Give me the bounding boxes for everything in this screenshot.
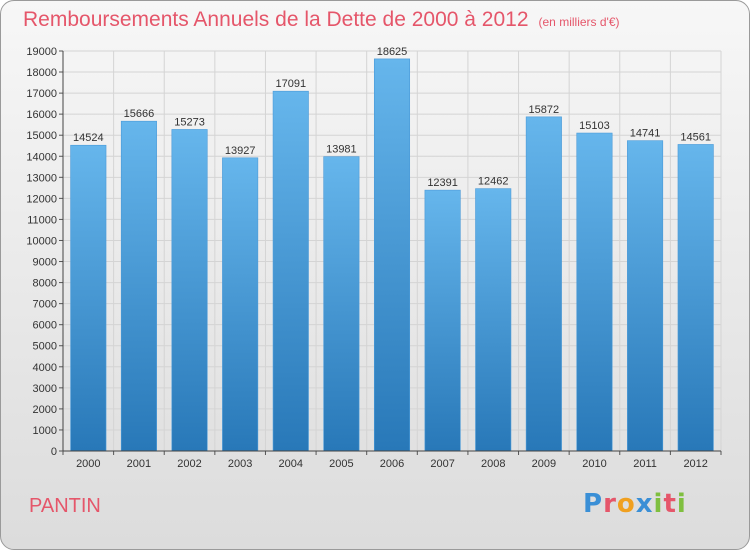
y-tick-label: 15000 xyxy=(26,130,57,142)
logo-letter: r xyxy=(603,489,617,519)
title-unit: (en milliers d'€) xyxy=(538,15,620,29)
bar-2011 xyxy=(627,140,664,452)
proxiti-logo: Proxiti xyxy=(583,489,687,519)
y-tick-label: 5000 xyxy=(33,341,57,353)
title-text: Remboursements Annuels de la Dette de 20… xyxy=(23,8,529,31)
bar-2004 xyxy=(272,90,309,452)
bar-2007 xyxy=(424,189,461,452)
x-tick-label: 2011 xyxy=(633,458,657,470)
x-tick-label: 2000 xyxy=(76,458,100,470)
value-label: 14741 xyxy=(630,128,661,140)
y-tick-label: 9000 xyxy=(33,257,57,269)
bar-2012 xyxy=(677,144,714,452)
bar-2008 xyxy=(475,188,512,452)
value-label: 15103 xyxy=(579,120,610,132)
y-tick-label: 17000 xyxy=(26,88,57,100)
logo-letter: P xyxy=(583,489,604,519)
y-tick-label: 8000 xyxy=(33,278,57,290)
chart-title: Remboursements Annuels de la Dette de 20… xyxy=(23,8,620,32)
y-tick-label: 7000 xyxy=(33,299,57,311)
y-tick-label: 3000 xyxy=(33,383,57,395)
y-tick-label: 12000 xyxy=(26,193,57,205)
x-tick-label: 2002 xyxy=(177,458,201,470)
bar-2010 xyxy=(576,132,613,452)
value-label: 12391 xyxy=(427,177,458,189)
logo-letter: t xyxy=(663,489,677,519)
value-label: 13981 xyxy=(326,144,357,156)
x-tick-label: 2012 xyxy=(683,458,707,470)
x-tick-label: 2004 xyxy=(279,458,303,470)
axis-layer: 0 1000 2000 3000 4000 5000 6000 7000 8000 9000 100… xyxy=(26,46,722,470)
bar-2001 xyxy=(120,120,157,452)
y-tick-label: 19000 xyxy=(26,46,57,58)
value-label: 15872 xyxy=(529,104,560,116)
y-tick-label: 10000 xyxy=(26,235,57,247)
label-layer: 14524 15666 15273 13927 17091 13981 18625 12391… xyxy=(73,46,711,189)
y-tick-label: 6000 xyxy=(33,320,57,332)
y-tick-label: 13000 xyxy=(26,172,57,184)
x-tick-label: 2006 xyxy=(380,458,404,470)
bar-2005 xyxy=(323,156,360,452)
value-label: 13927 xyxy=(225,145,256,157)
x-tick-label: 2008 xyxy=(481,458,505,470)
logo-letter: i xyxy=(653,489,664,519)
x-tick-label: 2007 xyxy=(430,458,454,470)
y-tick-label: 14000 xyxy=(26,151,57,163)
value-label: 18625 xyxy=(377,46,408,58)
bar-2000 xyxy=(70,144,107,452)
city-name: PANTIN xyxy=(29,495,101,517)
value-label: 15666 xyxy=(124,108,155,120)
bar-layer xyxy=(70,58,714,452)
y-tick-label: 18000 xyxy=(26,67,57,79)
x-tick-label: 2009 xyxy=(532,458,556,470)
bar-2002 xyxy=(171,129,208,452)
y-tick-label: 2000 xyxy=(33,404,57,416)
logo-letter: i xyxy=(676,489,687,519)
y-tick-label: 1000 xyxy=(33,425,57,437)
x-tick-label: 2010 xyxy=(582,458,606,470)
y-tick-label: 4000 xyxy=(33,362,57,374)
logo-letter: o xyxy=(616,489,636,519)
logo-letter: x xyxy=(635,489,654,519)
value-label: 15273 xyxy=(174,116,205,128)
value-label: 14524 xyxy=(73,132,104,144)
value-label: 14561 xyxy=(680,131,711,143)
y-tick-label: 16000 xyxy=(26,109,57,121)
y-tick-label: 11000 xyxy=(27,214,57,226)
value-label: 12462 xyxy=(478,176,509,188)
x-tick-label: 2001 xyxy=(127,458,151,470)
x-tick-label: 2005 xyxy=(329,458,353,470)
x-tick-label: 2003 xyxy=(228,458,252,470)
bar-2003 xyxy=(222,157,259,452)
bar-2009 xyxy=(525,116,562,452)
bar-2006 xyxy=(373,58,411,452)
y-tick-label: 0 xyxy=(51,446,57,458)
value-label: 17091 xyxy=(275,78,306,90)
